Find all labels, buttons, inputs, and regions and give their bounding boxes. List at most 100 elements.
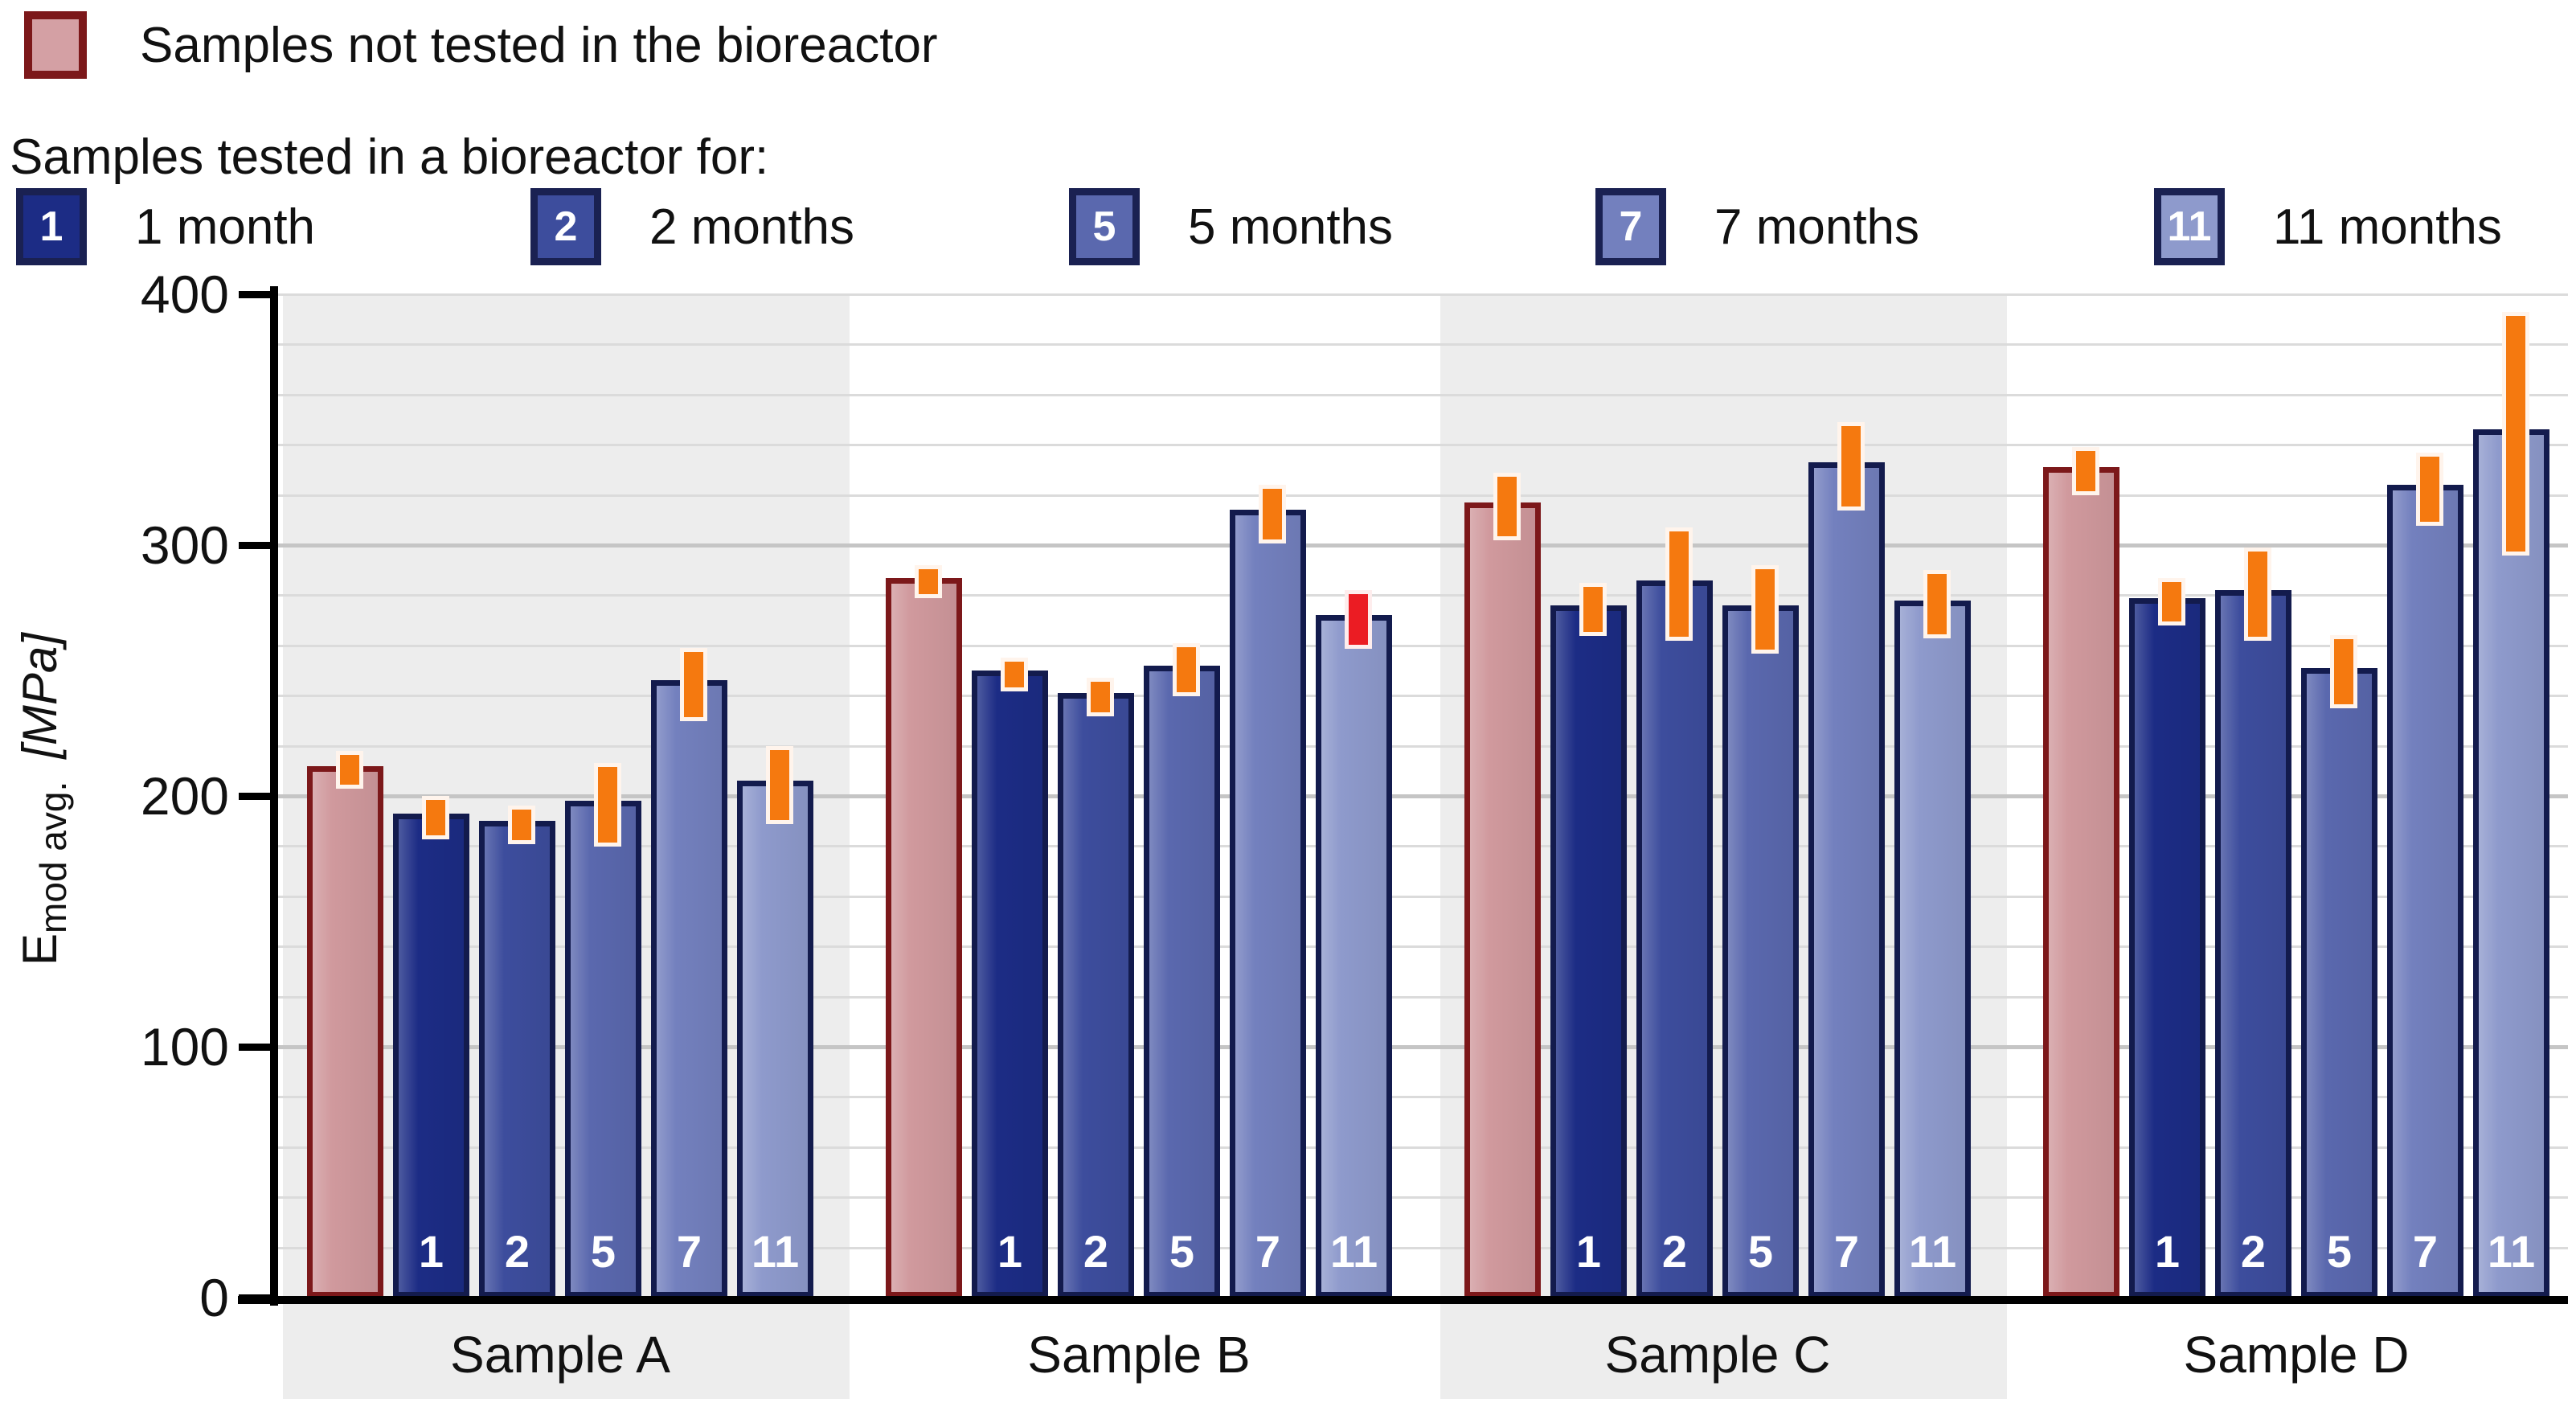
legend-item-7-months: 7 7 months <box>1595 188 1919 265</box>
swatch-7-months-icon: 7 <box>1595 188 1666 265</box>
x-category-label-sample-a: Sample A <box>450 1326 670 1384</box>
gridline-240 <box>277 695 2568 698</box>
swatch-11-months-icon: 11 <box>2154 188 2225 265</box>
bar-sample-a-1-month: 1 <box>393 813 469 1298</box>
x-category-label-sample-d: Sample D <box>2183 1326 2410 1384</box>
bar-sample-b-11-months: 11 <box>1316 615 1392 1298</box>
swatch-5-months-icon: 5 <box>1069 188 1140 265</box>
bar-number-label: 7 <box>1255 1225 1281 1277</box>
swatch-1-month-icon: 1 <box>16 188 87 265</box>
bar-number-label: 5 <box>2326 1225 2353 1277</box>
bar-sample-b-samples-not-tested-in-the-bioreactor <box>886 577 962 1298</box>
error-bar-sample-a-7-months <box>679 647 707 722</box>
bar-number-label: 5 <box>590 1225 616 1277</box>
y-tick-400 <box>239 291 272 298</box>
bar-number-label: 11 <box>1329 1225 1378 1277</box>
gridline-280 <box>277 594 2568 597</box>
bar-sample-a-5-months: 5 <box>565 801 641 1298</box>
bar-number-label: 2 <box>2240 1225 2267 1277</box>
error-bar-sample-b-11-months <box>1344 590 1372 649</box>
swatch-2-months-icon: 2 <box>530 188 601 265</box>
error-bar-sample-a-samples-not-tested-in-the-bioreactor <box>335 750 363 789</box>
error-bar-sample-b-samples-not-tested-in-the-bioreactor <box>914 564 942 599</box>
legend-label-7-months: 7 months <box>1714 199 1920 255</box>
bar-sample-c-7-months: 7 <box>1808 462 1885 1298</box>
bar-number-label: 2 <box>504 1225 530 1277</box>
bar-sample-c-2-months: 2 <box>1636 580 1713 1298</box>
error-bar-sample-c-11-months <box>1923 570 1951 639</box>
legend-label-2-months: 2 months <box>649 199 855 255</box>
bar-number-label: 2 <box>1083 1225 1109 1277</box>
error-bar-sample-d-samples-not-tested-in-the-bioreactor <box>2071 447 2099 496</box>
bar-sample-d-1-month: 1 <box>2129 597 2205 1298</box>
legend-not-tested: Samples not tested in the bioreactor <box>24 11 938 79</box>
gridline-20 <box>277 1246 2568 1249</box>
error-bar-sample-a-2-months <box>507 806 535 844</box>
not-tested-swatch-icon <box>24 11 87 79</box>
bar-number-label: 7 <box>2412 1225 2439 1277</box>
bar-sample-b-7-months: 7 <box>1230 510 1306 1298</box>
error-bar-sample-c-7-months <box>1837 422 1865 511</box>
bar-sample-c-5-months: 5 <box>1722 605 1799 1298</box>
legend-item-11-months: 11 11 months <box>2154 188 2502 265</box>
bar-sample-c-1-month: 1 <box>1550 605 1627 1298</box>
error-bar-sample-c-2-months <box>1665 527 1693 642</box>
bar-sample-b-1-month: 1 <box>972 671 1048 1298</box>
error-bar-sample-d-5-months <box>2329 635 2357 709</box>
y-tick-100 <box>239 1044 272 1051</box>
bar-number-label: 5 <box>1169 1225 1195 1277</box>
bar-sample-a-2-months: 2 <box>479 821 555 1298</box>
bar-sample-d-samples-not-tested-in-the-bioreactor <box>2043 467 2119 1298</box>
gridline-400 <box>277 293 2568 296</box>
gridline-140 <box>277 945 2568 949</box>
error-bar-sample-a-1-month <box>421 796 449 839</box>
gridline-200 <box>277 794 2568 798</box>
bar-sample-d-2-months: 2 <box>2215 590 2291 1298</box>
y-tick-label-0: 0 <box>199 1268 229 1327</box>
bar-sample-c-samples-not-tested-in-the-bioreactor <box>1464 502 1541 1298</box>
gridline-100 <box>277 1045 2568 1049</box>
legend-label-1-month: 1 month <box>135 199 316 255</box>
bar-sample-a-11-months: 11 <box>737 781 813 1298</box>
gridline-180 <box>277 845 2568 848</box>
error-bar-sample-d-1-month <box>2157 577 2185 626</box>
y-tick-200 <box>239 793 272 800</box>
y-tick-300 <box>239 542 272 549</box>
gridline-40 <box>277 1196 2568 1200</box>
bar-number-label: 11 <box>751 1225 800 1277</box>
y-axis-title: Emod avg. [MPa] <box>12 542 75 1056</box>
bar-number-label: 11 <box>2487 1225 2536 1277</box>
gridline-260 <box>277 644 2568 647</box>
y-tick-0 <box>239 1294 272 1302</box>
y-tick-label-200: 200 <box>140 766 229 826</box>
error-bar-sample-c-1-month <box>1579 582 1607 636</box>
bar-number-label: 1 <box>418 1225 444 1277</box>
gridline-320 <box>277 494 2568 497</box>
y-tick-label-400: 400 <box>140 265 229 324</box>
legend-item-5-months: 5 5 months <box>1069 188 1393 265</box>
legend-item-1-month: 1 1 month <box>16 188 315 265</box>
y-tick-label-300: 300 <box>140 515 229 575</box>
y-axis-title-symbol: E <box>13 933 67 966</box>
bar-number-label: 1 <box>2154 1225 2181 1277</box>
x-category-label-sample-c: Sample C <box>1604 1326 1831 1384</box>
gridline-80 <box>277 1096 2568 1099</box>
bar-number-label: 7 <box>1833 1225 1860 1277</box>
gridline-160 <box>277 895 2568 898</box>
gridline-380 <box>277 343 2568 347</box>
x-axis-line <box>238 1296 2568 1304</box>
y-axis-title-subscript: mod avg. <box>32 781 74 933</box>
legend-label-5-months: 5 months <box>1188 199 1394 255</box>
error-bar-sample-b-2-months <box>1086 678 1114 716</box>
legend-label-11-months: 11 months <box>2273 199 2502 255</box>
gridline-120 <box>277 995 2568 999</box>
gridline-340 <box>277 444 2568 447</box>
bar-sample-a-7-months: 7 <box>651 680 727 1298</box>
bar-sample-c-11-months: 11 <box>1894 600 1971 1298</box>
error-bar-sample-d-11-months <box>2501 311 2529 556</box>
error-bar-sample-b-1-month <box>1000 658 1028 691</box>
bar-sample-b-2-months: 2 <box>1058 693 1134 1298</box>
not-tested-label: Samples not tested in the bioreactor <box>140 17 938 73</box>
bar-number-label: 1 <box>997 1226 1023 1277</box>
